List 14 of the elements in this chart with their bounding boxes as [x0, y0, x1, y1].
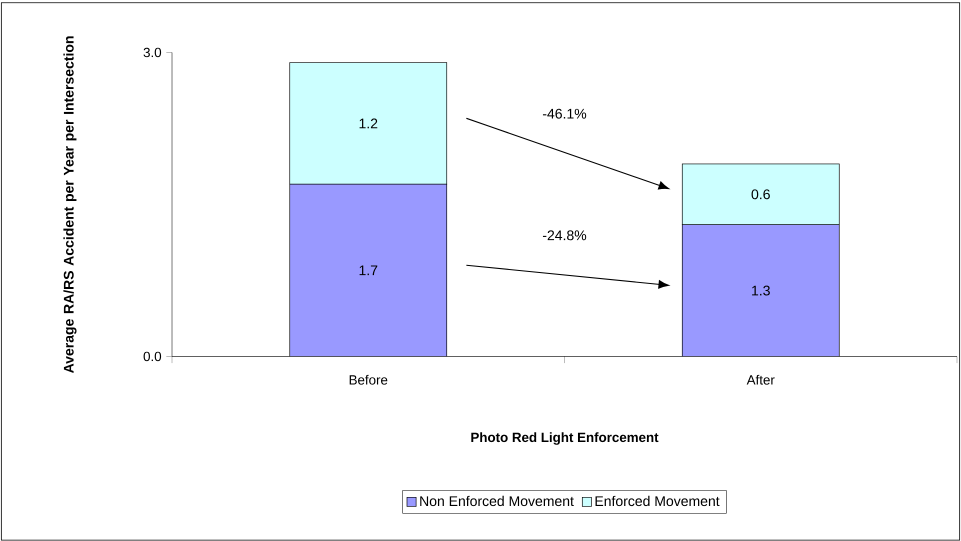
data-label: 1.2	[360, 118, 378, 128]
x-axis-title: Photo Red Light Enforcement	[471, 432, 658, 445]
legend-label: Enforced Movement	[596, 496, 720, 506]
x-tick-label: Before	[350, 374, 388, 384]
y-tick-label: 0.0	[144, 352, 162, 361]
x-tick-label: After	[746, 374, 775, 384]
data-label: 1.3	[752, 285, 770, 296]
data-label: 0.6	[752, 189, 770, 200]
annotation: -46.1%	[542, 108, 586, 118]
y-tick-label: 3.0	[144, 48, 162, 57]
legend-label: Non Enforced Movement	[420, 496, 574, 506]
data-label: 1.7	[360, 265, 378, 275]
annotation: -24.8%	[542, 230, 586, 240]
y-axis-title: Average RA/RS Accident per Year per Intersection	[63, 36, 77, 373]
